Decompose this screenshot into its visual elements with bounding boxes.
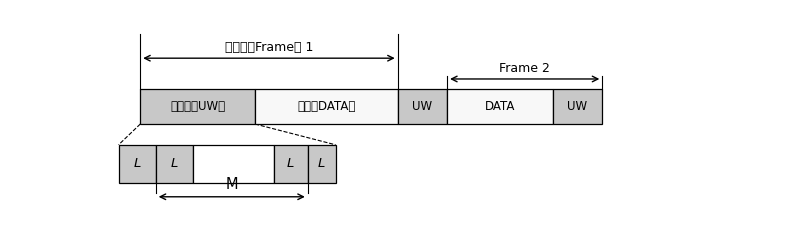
Bar xyxy=(118,145,156,183)
Text: 数据（DATA）: 数据（DATA） xyxy=(297,100,355,113)
Bar xyxy=(274,145,308,183)
Bar xyxy=(156,145,193,183)
Text: L: L xyxy=(287,157,294,170)
Text: L: L xyxy=(134,157,141,170)
Text: DATA: DATA xyxy=(485,100,515,113)
Text: L: L xyxy=(318,157,326,170)
Bar xyxy=(308,145,336,183)
Bar xyxy=(140,89,255,124)
Bar xyxy=(193,145,274,183)
Text: Frame 2: Frame 2 xyxy=(499,62,550,75)
Bar xyxy=(255,89,398,124)
Text: L: L xyxy=(170,157,178,170)
Bar xyxy=(398,89,447,124)
Text: 数据帧（Frame） 1: 数据帧（Frame） 1 xyxy=(225,41,313,54)
Text: UW: UW xyxy=(412,100,433,113)
Bar xyxy=(553,89,602,124)
Bar xyxy=(447,89,553,124)
Text: M: M xyxy=(226,178,238,192)
Text: 独特字（UW）: 独特字（UW） xyxy=(170,100,226,113)
Text: UW: UW xyxy=(567,100,587,113)
